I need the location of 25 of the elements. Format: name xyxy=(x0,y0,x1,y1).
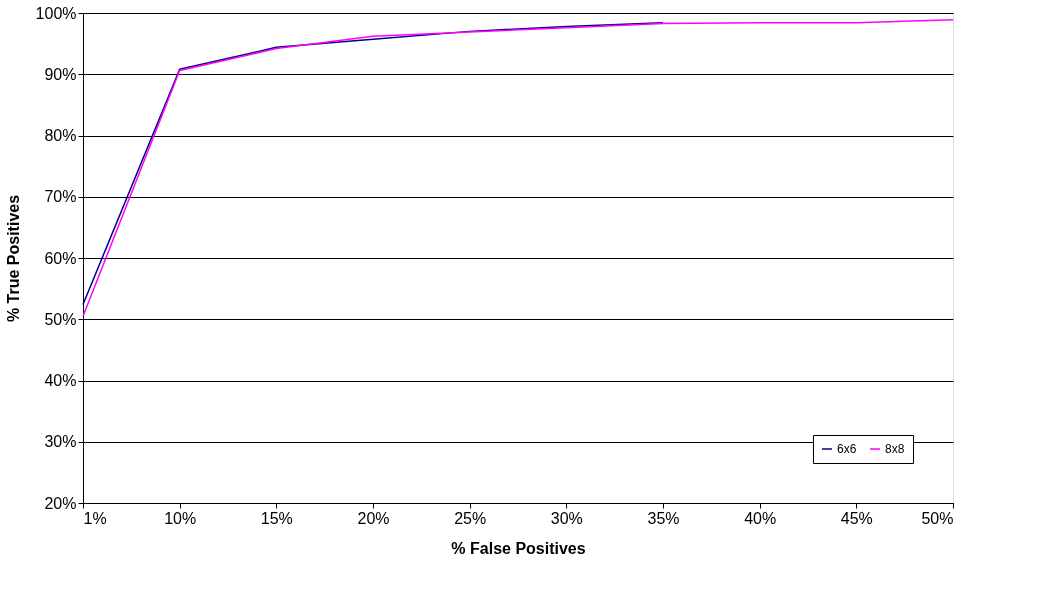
y-tick-label: 30% xyxy=(44,433,77,451)
line-series xyxy=(82,22,664,306)
y-tick-label: 70% xyxy=(44,188,77,206)
legend-label: 8x8 xyxy=(885,442,905,456)
x-tick-label: 35% xyxy=(647,509,680,527)
x-tick-label: 30% xyxy=(550,509,583,527)
x-tick-label: 50% xyxy=(921,509,954,527)
x-axis-title: % False Positives xyxy=(451,539,586,557)
x-tick-label: 45% xyxy=(840,509,873,527)
y-axis-title: % True Positives xyxy=(4,194,22,323)
y-tick-label: 80% xyxy=(44,127,77,144)
y-tick-label: 20% xyxy=(44,494,77,512)
line-series xyxy=(82,18,954,317)
x-tick-label: 15% xyxy=(260,509,293,527)
y-tick-label: 40% xyxy=(44,372,77,389)
x-tick-label: 10% xyxy=(164,509,197,527)
x-tick-label: 40% xyxy=(744,509,777,527)
x-tick-label: 25% xyxy=(454,509,487,527)
legend-label: 6x6 xyxy=(837,442,857,456)
y-tick-label: 100% xyxy=(35,4,77,22)
y-tick-label: 90% xyxy=(44,65,77,83)
x-tick-label: 20% xyxy=(357,509,390,527)
x-tick-label: 1% xyxy=(83,509,107,527)
y-tick-label: 60% xyxy=(44,249,77,267)
y-tick-label: 50% xyxy=(44,310,77,328)
